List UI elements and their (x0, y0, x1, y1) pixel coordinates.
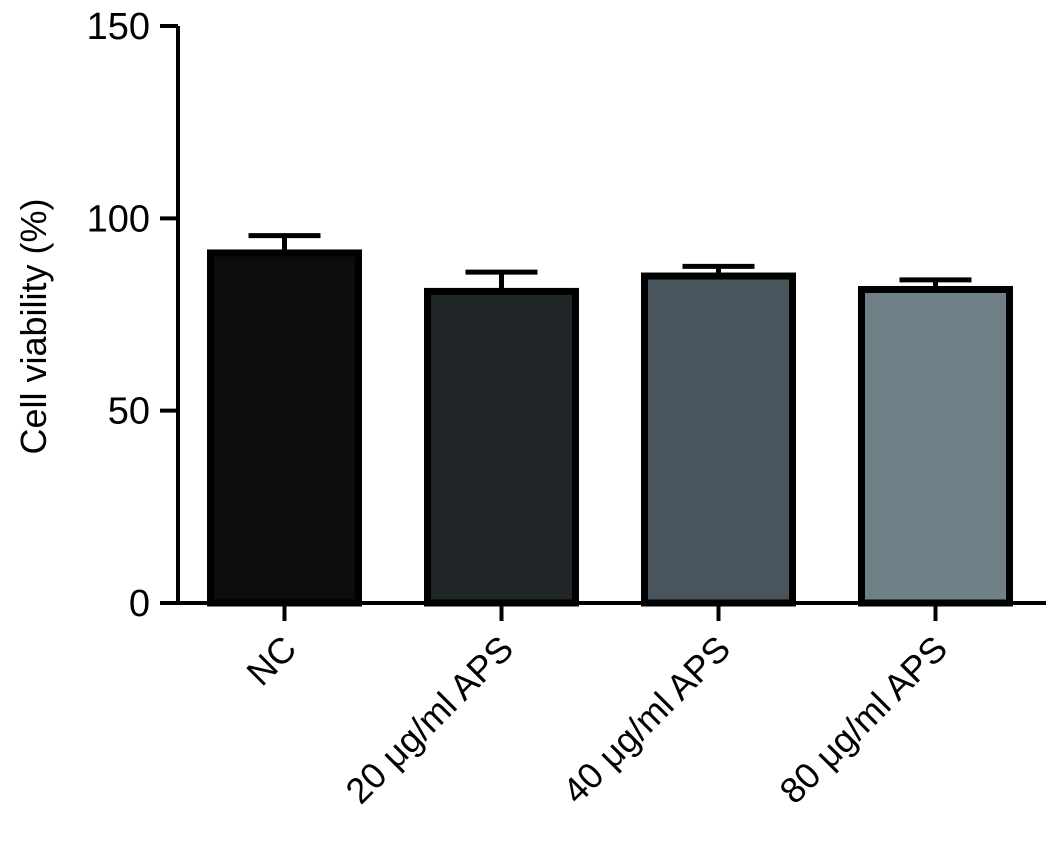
error-bars-group (248, 233, 972, 292)
bars-group (207, 249, 1013, 607)
y-axis-label: Cell viability (%) (13, 198, 54, 454)
bar (207, 249, 362, 607)
x-tick-label: NC (238, 628, 304, 694)
bar (858, 285, 1013, 607)
y-tick-label: 100 (87, 198, 150, 240)
y-tick-label: 50 (108, 391, 150, 433)
bar (641, 272, 796, 607)
y-tick-label: 0 (129, 583, 150, 625)
bar (424, 287, 579, 607)
y-tick-label: 150 (87, 6, 150, 48)
x-tick-label: 20 μg/ml APS (337, 628, 521, 812)
x-tick-label: 80 μg/ml APS (771, 628, 955, 812)
x-axis-ticks: NC 20 μg/ml APS 40 μg/ml APS 80 μg/ml APS (238, 603, 955, 811)
y-axis-ticks: 0 50 100 150 (87, 6, 178, 625)
x-tick-label: 40 μg/ml APS (554, 628, 738, 812)
